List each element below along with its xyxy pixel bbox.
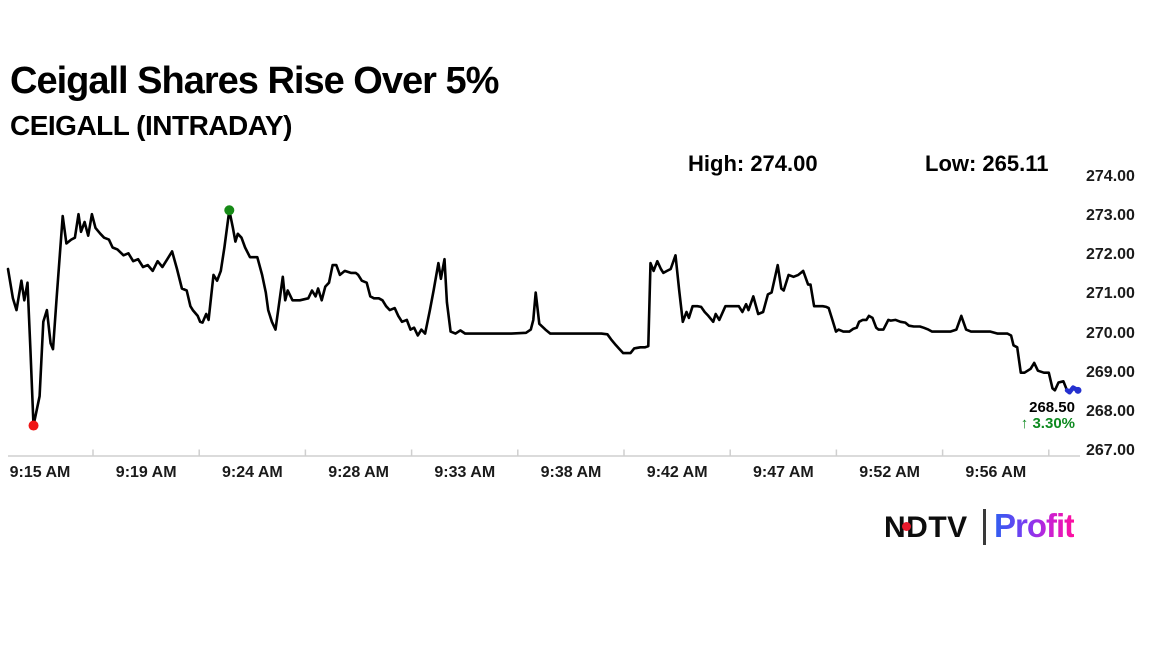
x-axis-label: 9:19 AM (115, 464, 177, 481)
low-value-label: Low: 265.11 (925, 151, 1049, 176)
last-point-marker (1074, 386, 1082, 394)
chart-subtitle: CEIGALL (INTRADAY) (10, 110, 292, 141)
high-value-label: High: 274.00 (688, 151, 818, 176)
ndtv-logo-red-dot-icon (902, 522, 911, 531)
page-title: Ceigall Shares Rise Over 5% (10, 60, 499, 102)
y-axis-label: 268.00 (1086, 402, 1135, 420)
y-axis-label: 274.00 (1086, 168, 1135, 185)
x-axis-label: 9:15 AM (9, 464, 71, 481)
ndtv-profit-logo: NDTV Profit (884, 506, 1084, 550)
y-axis-label: 272.00 (1086, 246, 1135, 264)
y-axis-label: 271.00 (1086, 285, 1135, 303)
logo-separator (983, 509, 986, 545)
y-axis-label: 269.00 (1086, 363, 1135, 381)
x-axis-label: 9:28 AM (328, 464, 389, 481)
price-line (6, 209, 1080, 427)
x-axis-label: 9:56 AM (965, 464, 1027, 481)
y-axis-label: 267.00 (1086, 441, 1135, 459)
x-axis-label: 9:42 AM (646, 464, 708, 481)
ndtv-logo-text: NDTV (884, 511, 968, 544)
x-axis-label: 9:52 AM (859, 464, 920, 481)
high-point-marker (224, 205, 235, 216)
change-percent-label: ↑ 3.30% (1020, 415, 1075, 432)
x-axis-label: 9:38 AM (540, 464, 602, 481)
y-axis-label: 270.00 (1086, 324, 1135, 342)
x-axis-label: 9:33 AM (434, 464, 496, 481)
last-price-label: 268.50 (1029, 399, 1075, 416)
profit-logo-text: Profit (994, 507, 1075, 544)
y-axis-label: 273.00 (1086, 207, 1135, 225)
x-axis-label: 9:47 AM (753, 464, 814, 481)
x-axis-label: 9:24 AM (222, 464, 283, 481)
low-point-marker (28, 420, 39, 431)
